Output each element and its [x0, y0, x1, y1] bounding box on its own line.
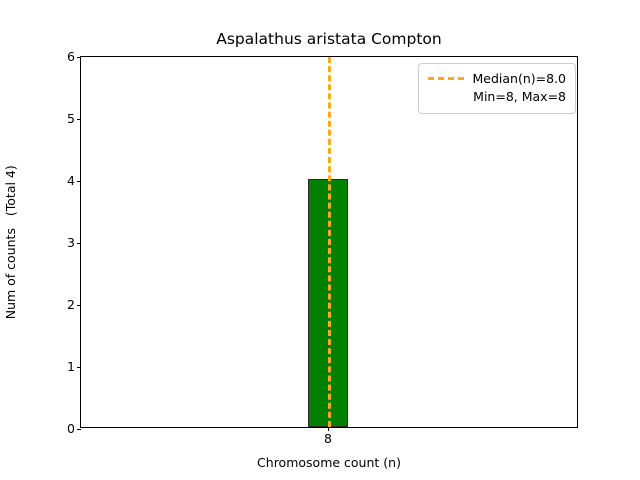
y-tick-mark-1: [77, 367, 81, 368]
x-tick-mark-8: [328, 427, 329, 431]
y-tick-mark-3: [77, 243, 81, 244]
y-tick-mark-6: [77, 57, 81, 58]
y-tick-label-1: 1: [67, 358, 75, 374]
y-tick-mark-5: [77, 119, 81, 120]
chart-legend: Median(n)=8.0 Min=8, Max=8: [417, 63, 576, 115]
legend-label-median: Median(n)=8.0: [472, 71, 567, 86]
plot-area: 0 1 2 3 4 5 6 8 Median(n)=8.0 Min=8, Max…: [67, 50, 578, 445]
y-tick-label-5: 5: [67, 110, 75, 126]
x-tick-label-8: 8: [324, 431, 332, 446]
y-axis-label: Num of counts (Total 4): [0, 56, 22, 428]
y-tick-label-0: 0: [67, 420, 75, 436]
y-tick-mark-2: [77, 305, 81, 306]
y-tick-label-2: 2: [67, 296, 75, 312]
y-tick-label-4: 4: [67, 172, 75, 188]
x-axis-label: Chromosome count (n): [257, 455, 401, 470]
y-tick-mark-4: [77, 181, 81, 182]
legend-dashed-line-swatch: [427, 77, 464, 80]
legend-label-minmax: Min=8, Max=8: [473, 89, 566, 105]
y-tick-mark-0: [77, 429, 81, 430]
median-line: [328, 57, 331, 427]
y-axis-label-text: Num of counts (Total 4): [2, 164, 18, 320]
y-tick-label-3: 3: [67, 234, 75, 250]
plot-inner: [81, 57, 577, 427]
chart-title: Aspalathus aristata Compton: [216, 30, 442, 48]
legend-text-block: Median(n)=8.0 Min=8, Max=8: [473, 70, 567, 106]
y-tick-label-6: 6: [67, 48, 75, 64]
